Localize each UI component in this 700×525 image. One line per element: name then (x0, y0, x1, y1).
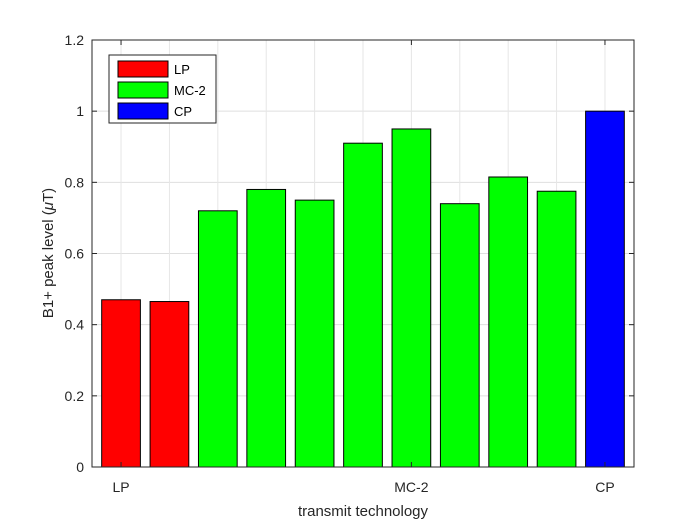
bar-mc2-7 (391, 128, 432, 468)
legend-swatch-cp (117, 102, 169, 120)
bar-lp-1 (101, 299, 141, 468)
legend: LP MC-2 CP (108, 54, 217, 124)
bar-group (101, 110, 625, 468)
x-axis-ticks: LP MC-2 CP (112, 40, 615, 495)
legend-label-lp: LP (174, 62, 190, 77)
bar-mc2-5 (294, 199, 335, 468)
bar-mc2-10 (536, 190, 577, 468)
bar-mc2-3 (197, 210, 238, 468)
x-tick-label: CP (595, 479, 614, 495)
bar-cp-11 (585, 110, 625, 468)
bar-mc2-8 (439, 203, 480, 468)
bar-lp-2 (149, 301, 190, 468)
bar-mc2-6 (343, 142, 383, 468)
y-tick-label: 0.2 (65, 388, 85, 404)
legend-label-mc2: MC-2 (174, 83, 206, 98)
y-tick-label: 1 (76, 103, 84, 119)
legend-label-cp: CP (174, 104, 192, 119)
x-tick-label: MC-2 (394, 479, 428, 495)
y-tick-label: 0.4 (65, 317, 85, 333)
bar-mc2-4 (246, 188, 287, 468)
y-axis-ticks: 0 0.2 0.4 0.6 0.8 1 1.2 (65, 32, 634, 475)
y-tick-label: 1.2 (65, 32, 85, 48)
y-axis-label: B1+ peak level (μT) (40, 188, 57, 318)
x-axis-label: transmit technology (298, 503, 429, 520)
legend-swatch-lp (117, 60, 169, 78)
legend-swatch-mc2 (117, 81, 169, 99)
y-tick-label: 0.6 (65, 246, 85, 262)
x-tick-label: LP (112, 479, 129, 495)
y-tick-label: 0.8 (65, 174, 85, 190)
bar-mc2-9 (488, 176, 529, 468)
y-tick-label: 0 (76, 459, 84, 475)
